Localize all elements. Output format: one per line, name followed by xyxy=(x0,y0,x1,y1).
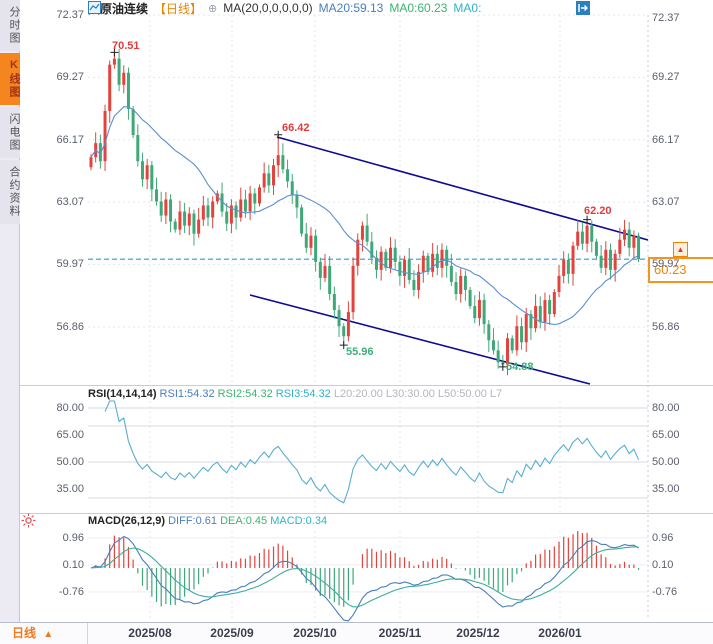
price-axis-label-left: 72.37 xyxy=(56,9,84,21)
ma-chart-icon xyxy=(88,1,101,14)
period-selector-label: 日线 xyxy=(12,626,37,640)
price-axis-label-left: 59.97 xyxy=(56,258,84,271)
price-axis-label-right: 56.86 xyxy=(652,320,680,333)
rsi-header: RSI(14,14,14) RSI1:54.32 RSI2:54.32 RSI3… xyxy=(88,388,502,400)
chart-type-sidebar: 分时图 K线图 闪电图 合约资料 xyxy=(0,0,20,644)
rsi-axis-label-right: 65.00 xyxy=(652,429,680,441)
sidebar-tab-item[interactable]: 合约资料 xyxy=(0,160,20,224)
macd-axis-label-left: -0.76 xyxy=(58,585,84,598)
price-axis-label-right: 63.07 xyxy=(652,196,680,209)
rsi1-value: RSI1:54.32 xyxy=(159,388,215,400)
diff-value: DIFF:0.61 xyxy=(168,515,217,527)
swing-low-label-2: 54.88 xyxy=(506,361,534,373)
exit-right-icon[interactable] xyxy=(576,1,590,15)
triangle-up-icon: ▲ xyxy=(43,629,54,640)
price-axis-label-left: 69.27 xyxy=(56,71,84,84)
swing-high-label-3: 62.20 xyxy=(584,205,612,217)
price-axis-label-right: 69.27 xyxy=(652,71,680,84)
price-axis-label-left: 63.07 xyxy=(56,196,84,209)
rsi-axis-label-left: 50.00 xyxy=(56,456,84,468)
price-alert-icon[interactable]: ▲ xyxy=(673,242,688,257)
price-axis-label-right: 72.37 xyxy=(652,12,680,24)
date-label: 2025/11 xyxy=(378,626,422,640)
price-axis-label-left: 66.17 xyxy=(56,133,84,146)
time-axis-bar: 日线 ▲ 2025/08 2025/09 2025/10 2025/11 2025/12… xyxy=(0,622,713,644)
instrument-title: 美原油连续 xyxy=(88,1,149,16)
period-tag: 【日线】 xyxy=(154,1,203,16)
swing-high-label-2: 66.42 xyxy=(282,122,310,134)
macd-axis-label-left: 0.10 xyxy=(62,558,84,571)
macd-axis-label-right: -0.76 xyxy=(652,585,678,598)
ma20-value: MA20:59.13 xyxy=(318,1,384,15)
price-axis-label-right: 66.17 xyxy=(652,133,680,146)
price-axis-label-right: 59.97 xyxy=(652,258,680,271)
add-indicator-icon[interactable]: ⊕ xyxy=(208,2,218,15)
sidebar-tab-item[interactable]: 分时图 xyxy=(0,0,20,51)
sidebar-tab-item[interactable]: 闪电图 xyxy=(0,107,20,158)
chart-header: 美原油连续 【日线】 ⊕ MA(20,0,0,0,0,0) MA20:59.13… xyxy=(88,1,482,16)
rsi-l30: L30:30.00 xyxy=(385,388,435,400)
rsi-formula: RSI(14,14,14) xyxy=(88,388,157,400)
macd-header: MACD(26,12,9) DIFF:0.61 DEA:0.45 MACD:0.… xyxy=(88,515,327,527)
price-axis-label-left: 56.86 xyxy=(56,320,84,333)
macd-axis-label-right: 0.96 xyxy=(652,531,674,544)
macd-axis-label-right: 0.10 xyxy=(652,558,674,571)
rsi-l70: L7 xyxy=(489,388,503,400)
ma-formula: MA(20,0,0,0,0,0) xyxy=(223,1,313,15)
rsi-axis-label-left: 65.00 xyxy=(56,429,84,441)
rsi-axis-label-right: 80.00 xyxy=(652,402,680,414)
rsi-l50: L50:50.00 xyxy=(437,388,487,400)
date-label: 2026/01 xyxy=(538,626,582,640)
rsi3-value: RSI3:54.32 xyxy=(275,388,331,400)
indicator-settings-sun-icon[interactable] xyxy=(21,513,36,528)
ma0b-value: MA0: xyxy=(453,1,482,15)
swing-high-label-1: 70.51 xyxy=(112,40,140,52)
date-label: 2025/10 xyxy=(293,626,337,640)
ma0-value: MA0:60.23 xyxy=(389,1,448,15)
period-selector[interactable]: 日线 ▲ xyxy=(0,623,88,644)
rsi-axis-label-left: 80.00 xyxy=(56,402,84,414)
macd-axis-label-left: 0.96 xyxy=(62,531,84,544)
rsi-axis-label-left: 35.00 xyxy=(56,483,84,495)
date-label: 2025/12 xyxy=(456,626,500,640)
rsi-l20: L20:20.00 xyxy=(333,388,383,400)
rsi-axis-label-right: 50.00 xyxy=(652,456,680,468)
macd-value: MACD:0.34 xyxy=(270,515,328,527)
date-label: 2025/09 xyxy=(210,626,254,640)
sidebar-tab-active[interactable]: K线图 xyxy=(0,53,20,105)
rsi2-value: RSI2:54.32 xyxy=(217,388,273,400)
dea-value: DEA:0.45 xyxy=(220,515,268,527)
swing-low-label-1: 55.96 xyxy=(346,346,374,358)
macd-formula: MACD(26,12,9) xyxy=(88,515,166,527)
rsi-axis-label-right: 35.00 xyxy=(652,483,680,495)
last-price-tag: 60.23 xyxy=(648,257,713,283)
date-label: 2025/08 xyxy=(128,626,172,640)
